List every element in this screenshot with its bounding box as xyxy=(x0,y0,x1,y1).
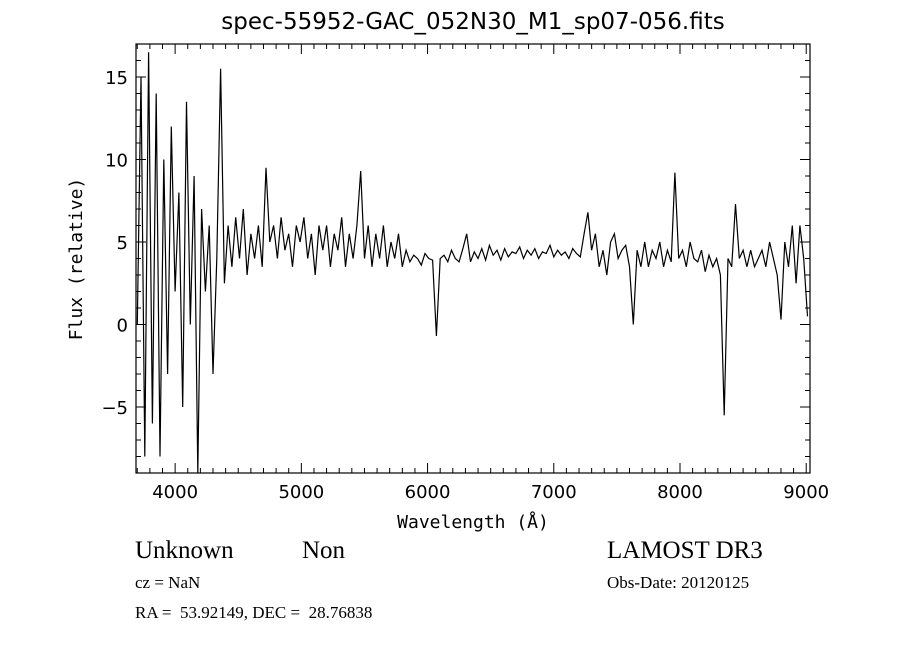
y-axis-label: Flux (relative) xyxy=(66,178,87,341)
x-tick-label: 7000 xyxy=(531,482,577,503)
plot-frame xyxy=(135,43,811,474)
x-tick-label: 8000 xyxy=(657,482,703,503)
redshift-cz: cz = NaN xyxy=(135,573,201,592)
x-tick-label: 4000 xyxy=(152,482,198,503)
y-tick-label: 10 xyxy=(105,151,128,172)
x-tick-label: 5000 xyxy=(278,482,324,503)
survey-name: LAMOST DR3 xyxy=(607,537,763,564)
x-tick-label: 6000 xyxy=(405,482,451,503)
tick-labels: 4000 5000 6000 7000 8000 9000 −5 0 5 10 15 xyxy=(101,68,829,503)
y-tick-label: −5 xyxy=(101,398,128,419)
axis-ticks xyxy=(136,43,810,474)
x-tick-label: 9000 xyxy=(783,482,829,503)
ra-dec-coords: RA = 53.92149, DEC = 28.76838 xyxy=(135,603,373,622)
y-tick-label: 15 xyxy=(105,68,128,89)
object-class: Unknown xyxy=(135,537,234,564)
object-subclass: Non xyxy=(302,537,346,564)
x-axis-label: Wavelength (Å) xyxy=(397,511,549,533)
y-tick-label: 0 xyxy=(117,316,128,337)
obs-date: Obs-Date: 20120125 xyxy=(607,573,750,592)
chart-title: spec-55952-GAC_052N30_M1_sp07-056.fits xyxy=(221,9,725,35)
spectrum-line xyxy=(136,52,809,474)
y-tick-label: 5 xyxy=(117,233,128,254)
